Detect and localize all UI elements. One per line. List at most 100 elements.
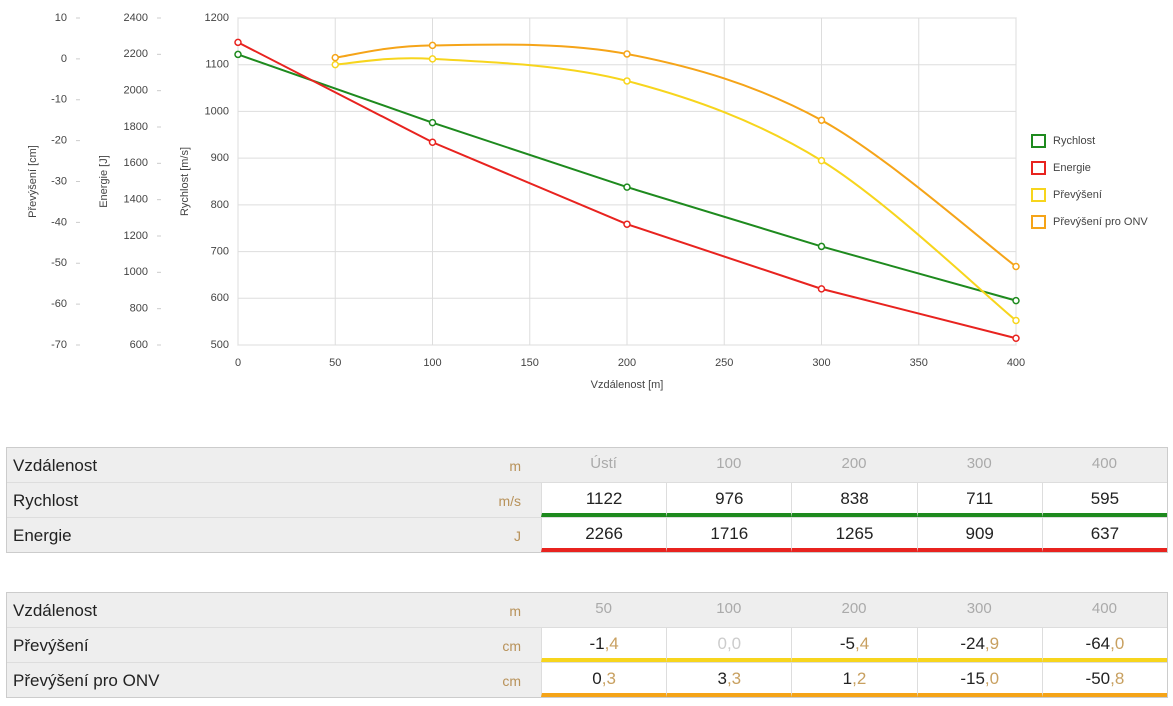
y-tick-label: 1100	[205, 59, 229, 71]
series-line	[335, 57, 1017, 322]
decimal-part: ,0	[984, 669, 1000, 688]
x-tick-label: 250	[715, 357, 733, 369]
y-tick-label: -60	[51, 298, 67, 310]
legend-swatch	[1031, 188, 1046, 202]
value-cell: 0,3	[541, 663, 667, 697]
value-cell: 909	[916, 518, 1042, 552]
legend-label: Převýšení	[1053, 189, 1102, 201]
data-point	[817, 285, 826, 293]
row-label: Vzdálenost	[13, 456, 98, 475]
header-cell: 100	[666, 593, 792, 627]
data-point	[1012, 262, 1020, 271]
integer-part: 3	[717, 669, 727, 688]
header-row: Vzdálenost m 50 100 200 300 400	[7, 593, 1168, 627]
data-point	[1012, 334, 1020, 343]
data-point	[817, 156, 826, 165]
data-point	[623, 183, 631, 191]
value-cell: 1265	[791, 518, 917, 552]
data-point	[234, 50, 242, 59]
header-cell: 300	[916, 593, 1042, 627]
row-header: Energie J	[7, 518, 541, 552]
data-point	[428, 118, 437, 127]
unit: m/s	[498, 493, 521, 509]
integer-part: 1	[842, 669, 853, 688]
series-line	[335, 43, 1017, 268]
y-tick-label: 0	[61, 53, 67, 65]
header-cell: 400	[1041, 593, 1168, 627]
decimal-part: ,4	[854, 634, 870, 653]
data-point	[1012, 316, 1020, 325]
data-point	[623, 220, 631, 228]
integer-part: -64	[1085, 634, 1111, 653]
value-cell: 711	[916, 483, 1042, 517]
legend-swatch	[1031, 215, 1046, 229]
value-cell: -5,4	[791, 628, 917, 662]
y-tick-label: -20	[51, 135, 67, 147]
row-header: Vzdálenost m	[7, 593, 541, 627]
y-tick-label: 900	[211, 152, 229, 164]
unit: cm	[502, 673, 521, 689]
x-axis-label: Vzdálenost [m]	[591, 379, 664, 391]
data-point	[623, 77, 631, 85]
y-tick-label: 1800	[124, 121, 148, 133]
value-cell: 976	[666, 483, 792, 517]
value-cell: 1,2	[791, 663, 917, 697]
data-point	[1012, 296, 1020, 305]
legend-label: Energie	[1053, 162, 1091, 174]
integer-part: -24	[960, 634, 985, 653]
value-cell: 2266	[541, 518, 667, 552]
y-tick-label: 2400	[124, 12, 148, 24]
integer-part: 0	[592, 669, 602, 688]
y-tick-label: 1200	[124, 230, 148, 242]
y-tick-label: 2000	[124, 85, 148, 97]
row-label: Vzdálenost	[13, 601, 98, 620]
y-tick-label: 1000	[124, 266, 148, 278]
data-point	[234, 38, 242, 47]
table-row: Převýšení cm -1,4 0,0 -5,4 -24,9 -64,0	[7, 627, 1168, 662]
data-point	[428, 41, 437, 50]
unit: m	[509, 458, 521, 474]
row-header: Převýšení pro ONV cm	[7, 663, 541, 697]
row-label: Převýšení	[13, 636, 89, 655]
row-label: Převýšení pro ONV	[13, 671, 160, 690]
row-header: Vzdálenost m	[7, 448, 541, 482]
x-tick-label: 200	[618, 357, 636, 369]
header-cell: Ústí	[541, 448, 667, 482]
integer-part: -1	[589, 634, 605, 653]
y-tick-label: 500	[211, 339, 229, 351]
y-tick-label: 1600	[124, 157, 148, 169]
value-cell: -50,8	[1041, 663, 1168, 697]
y-axis-label: Převýšení [cm]	[27, 145, 39, 218]
data-point	[623, 50, 631, 58]
header-row: Vzdálenost m Ústí 100 200 300 400	[7, 448, 1168, 482]
data-point	[428, 138, 437, 147]
y-tick-label: 600	[211, 292, 229, 304]
value-cell: -64,0	[1041, 628, 1168, 662]
decimal-part: ,2	[852, 669, 867, 688]
header-cell: 400	[1041, 448, 1168, 482]
table-row: Energie J 2266 1716 1265 909 637	[7, 517, 1168, 552]
decimal-part: ,8	[1110, 669, 1125, 688]
integer-part: -50	[1085, 669, 1111, 688]
header-cell: 50	[541, 593, 667, 627]
y-tick-label: 800	[211, 199, 229, 211]
value-cell: 1122	[541, 483, 667, 517]
decimal-part: ,3	[601, 669, 616, 688]
y-tick-label: -40	[51, 216, 67, 228]
table: Vzdálenost m Ústí 100 200 300 400 Rychlost m/s 11…	[6, 447, 1168, 553]
value-cell: 595	[1041, 483, 1168, 517]
y-tick-label: 1000	[205, 105, 229, 117]
y-tick-label: -50	[51, 257, 67, 269]
y-tick-label: 10	[55, 12, 67, 24]
data-point	[817, 242, 826, 251]
header-cell: 200	[791, 593, 917, 627]
y-tick-label: 700	[211, 245, 229, 257]
y-axis-label: Energie [J]	[98, 155, 110, 208]
value-cell: 3,3	[666, 663, 792, 697]
table: Vzdálenost m 50 100 200 300 400 Převýšení cm -1 ,4…	[6, 592, 1168, 698]
y-tick-label: -70	[51, 339, 67, 351]
value-cell: 1716	[666, 518, 792, 552]
x-tick-label: 300	[812, 357, 830, 369]
value-cell: 838	[791, 483, 917, 517]
